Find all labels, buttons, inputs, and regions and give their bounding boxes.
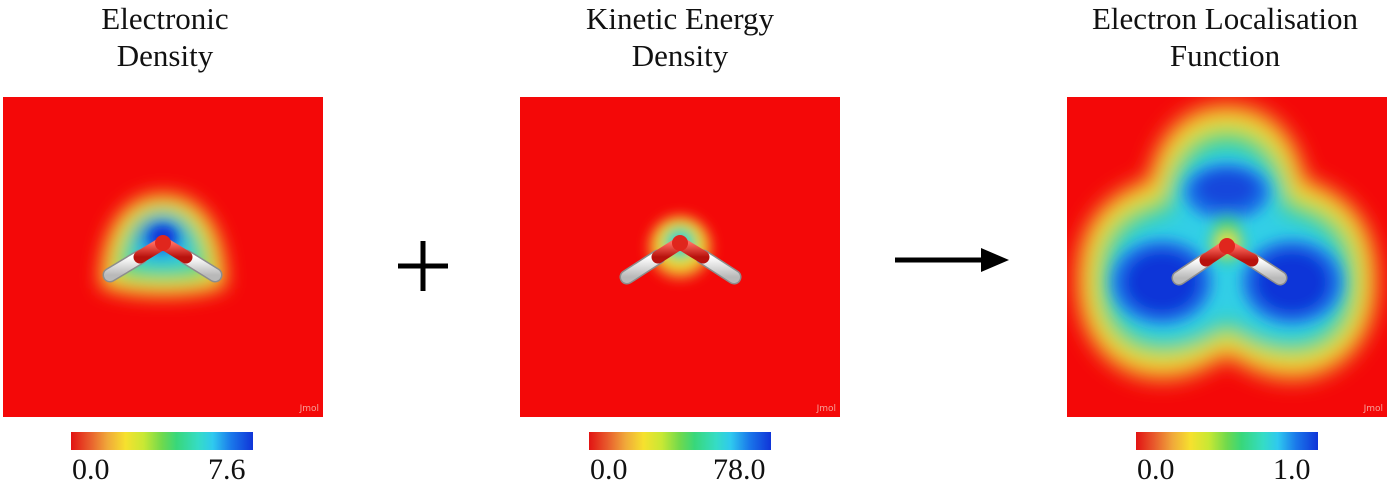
water-molecule [102,235,223,283]
colorbar-electron-localisation-function [1136,432,1318,450]
title-electronic-density: Electronic Density [60,0,270,74]
density-map-image [3,97,323,417]
density-map-image [520,97,840,417]
scale-max-label: 78.0 [713,453,766,486]
title-line: Density [116,38,214,73]
title-line: Kinetic Energy [586,1,774,36]
kinetic-energy-density-map: Jmol [520,97,840,417]
title-line: Electronic [101,1,229,36]
density-map-image [1067,97,1387,417]
scale-max-label: 1.0 [1273,453,1311,486]
colorbar-electronic-density [71,432,253,450]
arrow-right-icon [895,248,1009,272]
title-line: Density [631,38,729,73]
scale-min-label: 0.0 [72,453,110,486]
jmol-watermark: Jmol [1363,404,1383,414]
scale-min-label: 0.0 [1137,453,1175,486]
jmol-watermark: Jmol [816,404,836,414]
water-molecule [1171,238,1288,286]
title-kinetic-energy-density: Kinetic Energy Density [540,0,820,74]
jmol-watermark: Jmol [299,404,319,414]
title-line: Function [1169,38,1281,73]
scale-max-label: 7.6 [208,453,246,486]
colorbar-kinetic-energy-density [589,432,771,450]
scale-min-label: 0.0 [590,453,628,486]
water-molecule [619,235,742,285]
electron-localisation-function-map: Jmol [1067,97,1387,417]
title-electron-localisation-function: Electron Localisation Function [1055,0,1394,74]
title-line: Electron Localisation [1092,1,1358,36]
electronic-density-map: Jmol [3,97,323,417]
plus-icon [398,241,448,291]
